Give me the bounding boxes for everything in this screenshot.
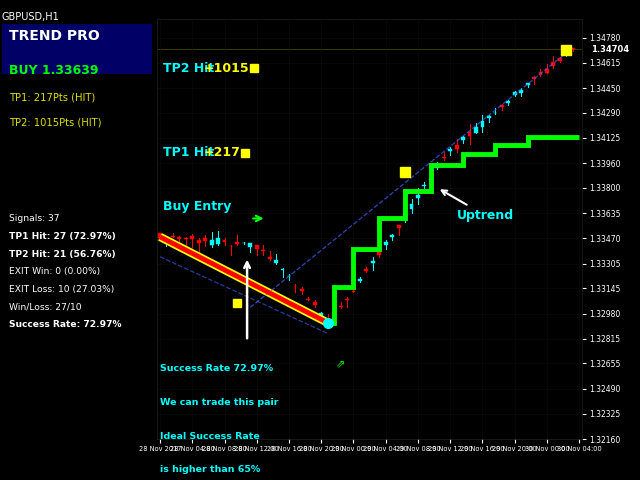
Bar: [216, 238, 220, 244]
Bar: [519, 90, 523, 93]
Text: ⇗: ⇗: [336, 360, 345, 371]
Bar: [164, 238, 168, 239]
Text: 1.34704: 1.34704: [591, 45, 630, 54]
Text: +217: +217: [204, 146, 241, 159]
Bar: [300, 289, 304, 291]
Bar: [294, 286, 298, 287]
Bar: [210, 240, 214, 245]
Text: We can trade this pair: We can trade this pair: [160, 398, 278, 407]
Bar: [236, 242, 239, 244]
Bar: [351, 291, 355, 292]
Bar: [564, 51, 568, 53]
Bar: [384, 242, 388, 245]
Text: Buy Entry: Buy Entry: [163, 200, 232, 213]
Text: GBPUSD,H1: GBPUSD,H1: [2, 12, 60, 22]
Bar: [397, 225, 401, 228]
Bar: [500, 106, 504, 108]
Text: EXIT Win: 0 (0.00%): EXIT Win: 0 (0.00%): [10, 267, 100, 276]
Text: +1015: +1015: [204, 62, 250, 75]
Bar: [177, 237, 181, 239]
Bar: [487, 116, 491, 119]
FancyBboxPatch shape: [2, 24, 152, 74]
Bar: [378, 252, 381, 255]
Text: TP2: 1015Pts (HIT): TP2: 1015Pts (HIT): [10, 118, 102, 128]
Bar: [390, 235, 394, 237]
Bar: [196, 240, 201, 243]
Bar: [313, 302, 317, 305]
Text: TP1 Hit: 27 (72.97%): TP1 Hit: 27 (72.97%): [10, 232, 116, 241]
Text: Ideal Success Rate: Ideal Success Rate: [160, 432, 260, 441]
Bar: [339, 306, 342, 308]
Bar: [435, 166, 439, 168]
Bar: [364, 269, 368, 271]
Bar: [223, 240, 227, 242]
Bar: [513, 92, 516, 96]
Bar: [455, 144, 459, 149]
Bar: [448, 149, 452, 151]
Bar: [416, 195, 420, 198]
Bar: [461, 137, 465, 140]
Bar: [204, 238, 207, 241]
Bar: [468, 132, 472, 136]
Text: Uptrend: Uptrend: [442, 191, 514, 222]
Bar: [280, 269, 285, 270]
Bar: [410, 204, 413, 209]
Bar: [571, 48, 575, 49]
Text: Signals: 37: Signals: 37: [10, 215, 60, 223]
Bar: [190, 236, 194, 239]
Bar: [248, 243, 252, 247]
Bar: [481, 121, 484, 127]
Bar: [532, 77, 536, 79]
Text: Win/Loss: 27/10: Win/Loss: 27/10: [10, 302, 82, 312]
Text: TP1: 217Pts (HIT): TP1: 217Pts (HIT): [10, 92, 96, 102]
Text: BUY 1.33639: BUY 1.33639: [10, 64, 99, 77]
Bar: [538, 72, 543, 75]
Text: TREND PRO: TREND PRO: [10, 29, 100, 43]
Bar: [545, 69, 549, 73]
Text: EXIT Loss: 10 (27.03%): EXIT Loss: 10 (27.03%): [10, 285, 115, 294]
Bar: [422, 184, 426, 186]
Text: is higher than 65%: is higher than 65%: [160, 465, 260, 474]
Bar: [525, 84, 529, 85]
Bar: [371, 262, 375, 263]
Bar: [274, 260, 278, 264]
Bar: [319, 313, 323, 316]
Bar: [184, 238, 188, 239]
Bar: [268, 257, 271, 259]
Bar: [332, 314, 336, 319]
Bar: [558, 58, 562, 61]
Text: TP2 Hit: 21 (56.76%): TP2 Hit: 21 (56.76%): [10, 250, 116, 259]
Text: Success Rate: 72.97%: Success Rate: 72.97%: [10, 320, 122, 329]
Bar: [261, 250, 265, 251]
Text: TP1 Hit: TP1 Hit: [163, 146, 219, 159]
Bar: [255, 245, 259, 249]
Bar: [358, 279, 362, 281]
Bar: [158, 233, 162, 238]
Text: Success Rate 72.97%: Success Rate 72.97%: [160, 364, 273, 373]
Bar: [403, 214, 407, 216]
Text: TP2 Hit: TP2 Hit: [163, 62, 219, 75]
Bar: [506, 101, 510, 103]
Bar: [171, 236, 175, 237]
Bar: [474, 127, 478, 133]
Bar: [326, 320, 330, 323]
Bar: [552, 61, 556, 66]
